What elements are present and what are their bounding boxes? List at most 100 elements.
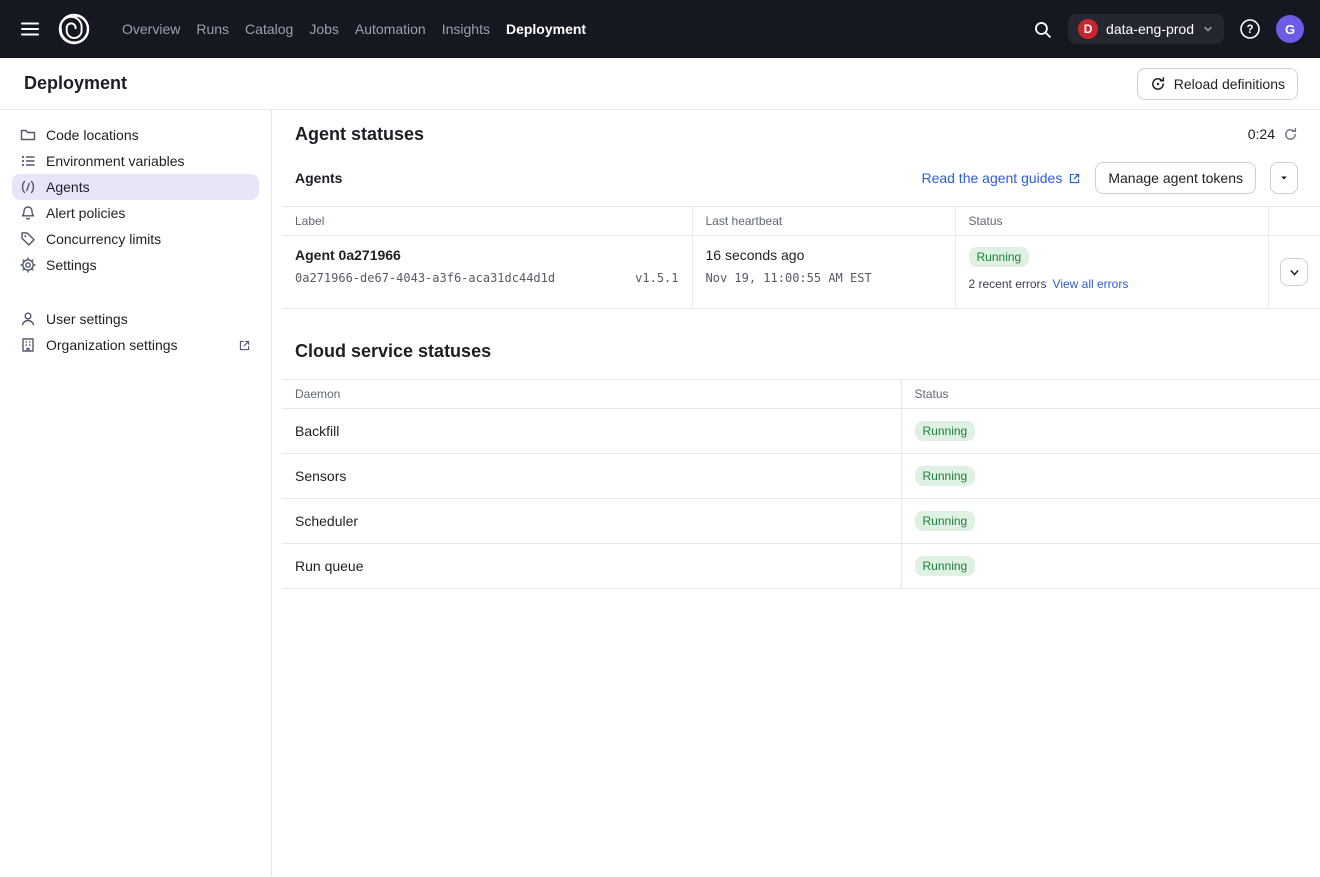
refresh-countdown: 0:24 (1248, 126, 1298, 142)
daemon-status-cell: Running (901, 454, 1320, 499)
daemon-status-cell: Running (901, 544, 1320, 589)
agents-actions: Read the agent guides Manage agent token… (921, 162, 1298, 194)
daemon-name: Scheduler (282, 499, 901, 544)
agents-subtitle: Agents (295, 170, 342, 186)
sidebar-item-code-locations[interactable]: Code locations (12, 122, 259, 148)
agent-expand-cell (1268, 236, 1320, 309)
agent-heartbeat-cell: 16 seconds ago Nov 19, 11:00:55 AM EST (692, 236, 955, 309)
refresh-countdown-value: 0:24 (1248, 126, 1275, 142)
external-link-icon (1068, 172, 1081, 185)
daemon-status-cell: Running (901, 409, 1320, 454)
daemon-row-sensors: Sensors Running (282, 454, 1320, 499)
hamburger-icon (19, 18, 41, 40)
main-content: Agent statuses 0:24 Agents Read the agen… (272, 110, 1320, 876)
daemon-status-cell: Running (901, 499, 1320, 544)
daemon-status-badge: Running (915, 556, 976, 576)
sidebar-item-label: Code locations (46, 127, 251, 143)
recent-errors-text: 2 recent errors (969, 277, 1047, 291)
deployment-badge: D (1078, 19, 1098, 39)
nav-item-insights[interactable]: Insights (434, 15, 498, 43)
nav-item-automation[interactable]: Automation (347, 15, 434, 43)
cloud-service-statuses-title: Cloud service statuses (295, 339, 1320, 363)
page-header: Deployment Reload definitions (0, 58, 1320, 110)
manage-agent-tokens-label: Manage agent tokens (1108, 170, 1243, 186)
daemon-name: Sensors (282, 454, 901, 499)
dagster-logo[interactable] (54, 9, 94, 49)
sidebar-item-label: Agents (46, 179, 251, 195)
daemon-row-scheduler: Scheduler Running (282, 499, 1320, 544)
sidebar-item-settings[interactable]: Settings (12, 252, 259, 278)
agent-expand-button[interactable] (1280, 258, 1308, 286)
deployment-switcher[interactable]: D data-eng-prod (1068, 14, 1224, 44)
chevron-down-icon (1202, 23, 1214, 35)
refresh-icon[interactable] (1283, 127, 1298, 142)
external-link-icon (238, 339, 251, 352)
agent-label-cell: Agent 0a271966 0a271966-de67-4043-a3f6-a… (282, 236, 692, 309)
building-icon (20, 337, 36, 353)
daemon-row-run-queue: Run queue Running (282, 544, 1320, 589)
column-header-last-heartbeat: Last heartbeat (692, 207, 955, 236)
sidebar-item-alert-policies[interactable]: Alert policies (12, 200, 259, 226)
nav-item-jobs[interactable]: Jobs (301, 15, 347, 43)
hamburger-menu-button[interactable] (12, 11, 48, 47)
sidebar-item-user-settings[interactable]: User settings (12, 306, 259, 332)
cloud-services-table: Daemon Status Backfill Running Sensors R… (282, 379, 1320, 589)
chevron-down-icon (1288, 266, 1301, 279)
agents-table-header-row: Label Last heartbeat Status (282, 207, 1320, 236)
agent-id: 0a271966-de67-4043-a3f6-aca31dc44d1d (295, 271, 555, 285)
env-vars-icon (20, 153, 36, 169)
column-header-label: Label (282, 207, 692, 236)
heartbeat-timestamp: Nov 19, 11:00:55 AM EST (706, 271, 942, 285)
sidebar-item-label: Organization settings (46, 337, 228, 353)
agent-icon (20, 179, 36, 195)
svg-text:?: ? (1246, 24, 1253, 36)
bell-icon (20, 205, 36, 221)
cloud-table-header-row: Daemon Status (282, 380, 1320, 409)
sidebar-item-environment-variables[interactable]: Environment variables (12, 148, 259, 174)
nav-item-overview[interactable]: Overview (114, 15, 188, 43)
column-header-status: Status (955, 207, 1268, 236)
agents-more-actions-button[interactable] (1270, 162, 1298, 194)
avatar[interactable]: G (1276, 15, 1304, 43)
reload-definitions-label: Reload definitions (1174, 76, 1285, 92)
agent-guides-link[interactable]: Read the agent guides (921, 170, 1081, 186)
nav-item-deployment[interactable]: Deployment (498, 15, 594, 43)
nav-item-runs[interactable]: Runs (188, 15, 237, 43)
agent-status-badge: Running (969, 247, 1030, 267)
manage-agent-tokens-button[interactable]: Manage agent tokens (1095, 162, 1256, 194)
agent-guides-link-label: Read the agent guides (921, 170, 1062, 186)
view-all-errors-link[interactable]: View all errors (1053, 277, 1129, 291)
heartbeat-relative: 16 seconds ago (706, 247, 942, 263)
agent-statuses-title: Agent statuses (295, 122, 424, 146)
main-nav: Overview Runs Catalog Jobs Automation In… (114, 15, 594, 43)
daemon-name: Backfill (282, 409, 901, 454)
tag-icon (20, 231, 36, 247)
sidebar-item-label: User settings (46, 311, 251, 327)
daemon-status-badge: Running (915, 511, 976, 531)
nav-item-catalog[interactable]: Catalog (237, 15, 301, 43)
daemon-status-badge: Running (915, 421, 976, 441)
caret-down-icon (1279, 173, 1289, 183)
sidebar-item-label: Settings (46, 257, 251, 273)
agent-version: v1.5.1 (635, 271, 678, 285)
person-icon (20, 311, 36, 327)
folder-icon (20, 127, 36, 143)
sidebar-item-organization-settings[interactable]: Organization settings (12, 332, 259, 358)
sidebar-item-agents[interactable]: Agents (12, 174, 259, 200)
sidebar-item-concurrency-limits[interactable]: Concurrency limits (12, 226, 259, 252)
search-icon (1033, 20, 1052, 39)
column-header-expand (1268, 207, 1320, 236)
help-button[interactable]: ? (1232, 11, 1268, 47)
topbar-right-controls: D data-eng-prod ? G (1024, 11, 1304, 47)
sidebar-item-label: Environment variables (46, 153, 251, 169)
agent-row: Agent 0a271966 0a271966-de67-4043-a3f6-a… (282, 236, 1320, 309)
reload-icon (1150, 76, 1166, 92)
reload-definitions-button[interactable]: Reload definitions (1137, 68, 1298, 100)
sidebar-footer: User settings Organization settings (12, 306, 259, 358)
help-icon: ? (1238, 17, 1262, 41)
agent-status-cell: Running 2 recent errors View all errors (955, 236, 1268, 309)
sidebar-item-label: Concurrency limits (46, 231, 251, 247)
sidebar-item-label: Alert policies (46, 205, 251, 221)
daemon-name: Run queue (282, 544, 901, 589)
search-button[interactable] (1024, 11, 1060, 47)
